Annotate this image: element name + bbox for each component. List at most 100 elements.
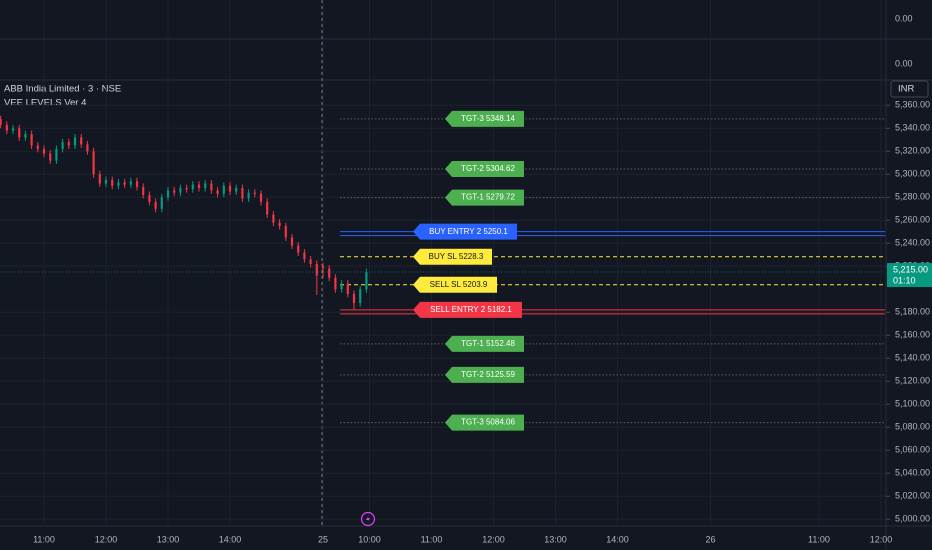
x-tick-label: 11:00 xyxy=(33,534,55,544)
candle-body xyxy=(204,183,207,189)
candle-body xyxy=(216,190,219,194)
x-tick-label: 10:00 xyxy=(358,534,381,544)
level-tag xyxy=(445,110,524,127)
candle-body xyxy=(359,289,362,304)
x-tick-label: 13:00 xyxy=(544,534,567,544)
x-tick-label: 11:00 xyxy=(421,534,443,544)
level-tag xyxy=(445,335,524,352)
level-label: BUY SL 5228.3 xyxy=(429,252,484,261)
level-tag xyxy=(413,301,522,318)
candle-body xyxy=(179,188,182,193)
level-tag xyxy=(413,276,497,293)
candle-body xyxy=(18,128,21,138)
y-tick-label: 5,300.00 xyxy=(895,169,930,179)
currency-box[interactable] xyxy=(890,80,929,98)
candle-body xyxy=(61,142,64,149)
level-label: BUY ENTRY 2 5250.1 xyxy=(429,227,508,236)
candle-body xyxy=(297,245,300,253)
x-tick-label: 25 xyxy=(318,534,328,544)
candle-body xyxy=(266,201,269,215)
level-tag xyxy=(445,189,524,206)
grid xyxy=(0,0,885,525)
y-tick-label: 5,160.00 xyxy=(895,330,930,340)
levels: TGT-3 5348.14 TGT-2 5304.62 TGT-1 5279.72 B… xyxy=(340,110,885,431)
candles xyxy=(0,115,368,310)
x-tick-label: 12:00 xyxy=(870,534,893,544)
level-label: TGT-2 5125.59 xyxy=(461,370,515,379)
candle-body xyxy=(123,182,126,185)
y-tick-label: 5,240.00 xyxy=(895,238,930,248)
level-label: TGT-3 5348.14 xyxy=(461,114,515,123)
lightning-icon[interactable] xyxy=(360,511,376,527)
y-tick-label: 5,000.00 xyxy=(895,514,930,524)
level-label: TGT-3 5084.06 xyxy=(461,418,515,427)
y-tick-label: 5,180.00 xyxy=(895,307,930,317)
candle-body xyxy=(253,192,256,194)
level-label: TGT-1 5279.72 xyxy=(461,193,515,202)
level-label: TGT-1 5152.48 xyxy=(461,339,515,348)
x-tick-label: 14:00 xyxy=(219,534,242,544)
candle-body xyxy=(73,137,77,146)
candle-body xyxy=(309,259,312,264)
candle-body xyxy=(197,184,201,189)
x-tick-label: 26 xyxy=(705,534,715,544)
candle-body xyxy=(42,148,46,154)
candle-body xyxy=(142,186,145,195)
x-tick-label: 13:00 xyxy=(157,534,180,544)
candle-body xyxy=(135,181,139,187)
candle-body xyxy=(241,188,244,199)
candle-body xyxy=(104,180,108,184)
x-tick-label: 11:00 xyxy=(808,534,830,544)
level-label: SELL ENTRY 2 5182.1 xyxy=(430,305,512,314)
level-tag xyxy=(413,223,517,240)
last-price-label: 5,215.00 xyxy=(893,264,928,274)
y-tick-label: 5,280.00 xyxy=(895,192,930,202)
candle-body xyxy=(365,272,368,290)
candle-body xyxy=(259,193,263,202)
candle-body xyxy=(166,190,170,198)
candle-body xyxy=(92,151,95,175)
candle-body xyxy=(235,188,238,192)
candle-body xyxy=(222,185,225,194)
level-label: SELL SL 5203.9 xyxy=(430,280,488,289)
bar-timer: 01:10 xyxy=(893,275,916,285)
candle-body xyxy=(328,268,331,278)
x-tick-label: 12:00 xyxy=(482,534,505,544)
candle-body xyxy=(352,293,356,304)
candle-body xyxy=(30,134,33,146)
pane-value: 0.00 xyxy=(895,13,913,23)
level-tag xyxy=(413,248,492,265)
candle-body xyxy=(24,134,27,138)
candle-body xyxy=(284,226,287,238)
candle-body xyxy=(129,181,132,185)
candle-body xyxy=(303,252,306,260)
candle-body xyxy=(191,184,194,190)
candle-body xyxy=(160,197,163,209)
level-label: TGT-2 5304.62 xyxy=(461,164,515,173)
candle-body xyxy=(111,180,114,186)
icon-bolt xyxy=(366,515,370,523)
candle-body xyxy=(346,283,349,294)
candle-body xyxy=(67,142,70,146)
candle-body xyxy=(228,185,232,192)
x-tick-label: 12:00 xyxy=(95,534,118,544)
candle-body xyxy=(278,222,281,227)
candle-body xyxy=(0,119,2,125)
candle-body xyxy=(98,174,101,184)
candle-body xyxy=(11,128,15,131)
candle-body xyxy=(340,283,343,290)
candle-body xyxy=(185,188,188,190)
icon-ring xyxy=(360,511,376,527)
candle-body xyxy=(117,182,120,186)
y-tick-label: 5,100.00 xyxy=(895,399,930,409)
y-tick-label: 5,260.00 xyxy=(895,215,930,225)
candle-body xyxy=(272,214,275,223)
candle-body xyxy=(247,192,250,199)
candle-body xyxy=(5,124,8,131)
y-tick-label: 5,060.00 xyxy=(895,445,930,455)
candle-body xyxy=(154,201,157,209)
y-tick-label: 5,080.00 xyxy=(895,422,930,432)
